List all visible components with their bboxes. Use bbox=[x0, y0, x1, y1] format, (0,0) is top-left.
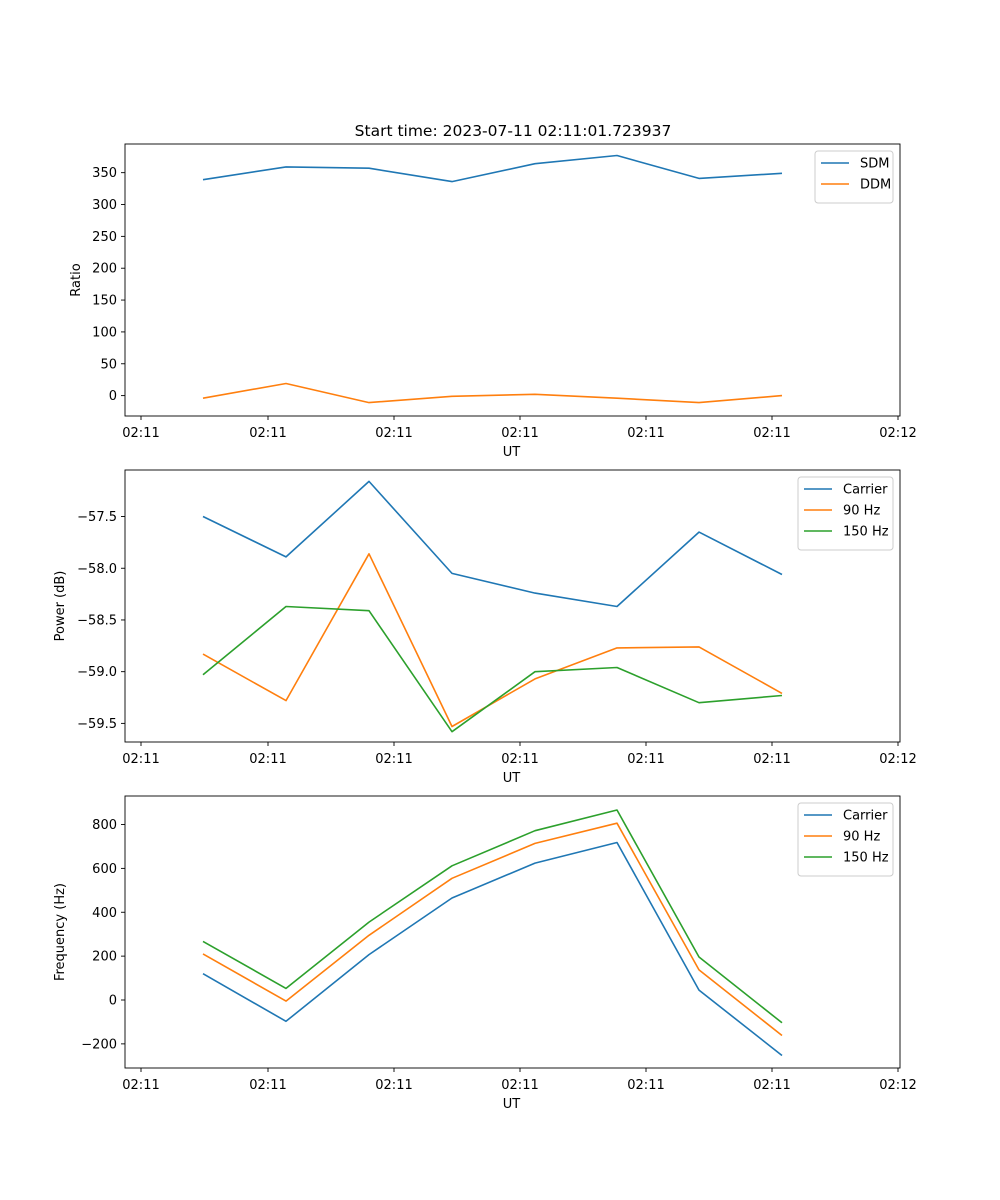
legend: Carrier 90 Hz 150 Hz bbox=[797, 476, 894, 551]
legend-label: Carrier bbox=[843, 483, 888, 498]
series-line-ddm bbox=[202, 382, 783, 404]
x-tick-label: 02:11 bbox=[249, 426, 286, 441]
x-tick-label: 02:12 bbox=[879, 752, 916, 767]
x-axis-label: UT bbox=[503, 445, 521, 460]
legend: Carrier 90 Hz 150 Hz bbox=[797, 802, 894, 877]
y-tick-label: 400 bbox=[92, 906, 117, 921]
y-tick-label: 100 bbox=[92, 325, 117, 340]
y-tick-label: −58.0 bbox=[77, 562, 117, 577]
y-axis-label: Power (dB) bbox=[53, 571, 68, 642]
axes-frame bbox=[124, 143, 901, 417]
y-tick-label: 150 bbox=[92, 294, 117, 309]
series-line-sdm bbox=[202, 154, 783, 183]
series-line-carrier bbox=[202, 480, 783, 608]
ratio-chart: 02:11 02:11 02:11 02:11 02:11 02:11 02:12 0 50 10… bbox=[69, 143, 917, 460]
x-tick-label: 02:11 bbox=[501, 752, 538, 767]
legend-label: SDM bbox=[860, 157, 889, 172]
y-tick-label: −59.0 bbox=[77, 665, 117, 680]
x-tick-label: 02:11 bbox=[375, 1078, 412, 1093]
legend-label: Carrier bbox=[843, 809, 888, 824]
y-tick-label: −58.5 bbox=[77, 613, 117, 628]
x-tick-label: 02:12 bbox=[879, 426, 916, 441]
y-tick-label: 200 bbox=[92, 950, 117, 965]
frequency-chart: 02:11 02:11 02:11 02:11 02:11 02:11 02:12 800 60… bbox=[53, 795, 917, 1112]
x-tick-label: 02:11 bbox=[627, 1078, 664, 1093]
x-tick-label: 02:11 bbox=[501, 1078, 538, 1093]
y-tick-label: 800 bbox=[92, 818, 117, 833]
legend-label: 90 Hz bbox=[843, 830, 880, 845]
y-tick-label: 200 bbox=[92, 262, 117, 277]
x-tick-label: 02:11 bbox=[122, 426, 159, 441]
y-tick-label: −57.5 bbox=[77, 510, 117, 525]
x-tick-label: 02:11 bbox=[122, 752, 159, 767]
x-axis-label: UT bbox=[503, 1097, 521, 1112]
y-tick-label: 350 bbox=[92, 166, 117, 181]
y-tick-label: 300 bbox=[92, 198, 117, 213]
axes-frame bbox=[124, 469, 901, 743]
power-chart: 02:11 02:11 02:11 02:11 02:11 02:11 02:12 −57.5… bbox=[53, 469, 917, 786]
y-axis-label: Ratio bbox=[69, 263, 84, 296]
x-axis-label: UT bbox=[503, 771, 521, 786]
legend: SDM DDM bbox=[814, 150, 894, 204]
legend-label: 150 Hz bbox=[843, 525, 889, 540]
y-tick-label: −200 bbox=[81, 1037, 117, 1052]
x-tick-label: 02:11 bbox=[753, 426, 790, 441]
series-line-carrier bbox=[202, 841, 783, 1057]
legend-box bbox=[814, 150, 894, 204]
x-tick-label: 02:11 bbox=[249, 1078, 286, 1093]
y-tick-label: 50 bbox=[100, 357, 117, 372]
x-tick-label: 02:11 bbox=[627, 752, 664, 767]
x-tick-label: 02:11 bbox=[249, 752, 286, 767]
legend-label: 90 Hz bbox=[843, 504, 880, 519]
x-tick-label: 02:12 bbox=[879, 1078, 916, 1093]
x-tick-label: 02:11 bbox=[375, 426, 412, 441]
x-tick-label: 02:11 bbox=[501, 426, 538, 441]
legend-label: DDM bbox=[860, 178, 891, 193]
y-tick-label: 250 bbox=[92, 230, 117, 245]
y-tick-label: 0 bbox=[109, 389, 117, 404]
x-tick-label: 02:11 bbox=[627, 426, 664, 441]
series-line-90-hz bbox=[202, 552, 783, 728]
series-line-150-hz bbox=[202, 809, 783, 1024]
x-tick-label: 02:11 bbox=[122, 1078, 159, 1093]
axes-frame bbox=[124, 795, 901, 1069]
y-tick-label: −59.5 bbox=[77, 717, 117, 732]
series-line-90-hz bbox=[202, 822, 783, 1037]
figure-title: Start time: 2023-07-11 02:11:01.723937 bbox=[355, 122, 672, 140]
legend-label: 150 Hz bbox=[843, 851, 889, 866]
y-tick-label: 0 bbox=[109, 994, 117, 1009]
x-tick-label: 02:11 bbox=[753, 1078, 790, 1093]
y-axis-label: Frequency (Hz) bbox=[53, 883, 68, 981]
y-tick-label: 600 bbox=[92, 862, 117, 877]
x-tick-label: 02:11 bbox=[753, 752, 790, 767]
x-tick-label: 02:11 bbox=[375, 752, 412, 767]
series-line-150-hz bbox=[202, 605, 783, 733]
